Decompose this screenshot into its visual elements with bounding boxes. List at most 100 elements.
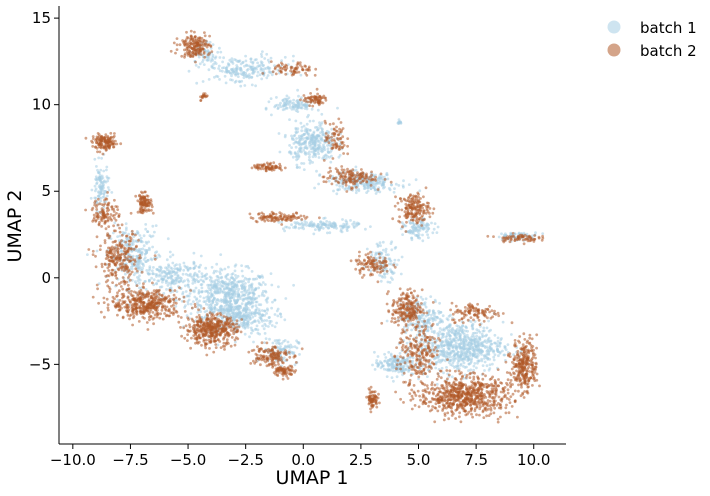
scatter-point [106,195,109,198]
scatter-point [98,194,101,197]
scatter-point [182,291,185,294]
scatter-point [340,180,343,183]
scatter-point [190,303,193,306]
scatter-point [182,269,185,272]
scatter-point [449,338,452,341]
scatter-point [155,295,158,298]
scatter-point [178,263,181,266]
scatter-point [323,223,326,226]
scatter-point [446,326,449,329]
scatter-point [442,371,445,374]
scatter-point [228,64,231,67]
scatter-point [167,284,170,287]
scatter-point [385,248,388,251]
scatter-point [263,341,266,344]
scatter-point [168,308,171,311]
scatter-point [486,353,489,356]
scatter-point [173,307,176,310]
scatter-point [210,60,213,63]
scatter-point [200,344,203,347]
scatter-point [99,248,102,251]
scatter-point [281,342,284,345]
scatter-point [277,285,280,288]
scatter-point [206,322,209,325]
scatter-point [238,281,241,284]
scatter-point [141,192,144,195]
scatter-point [168,265,171,268]
scatter-point [205,339,208,342]
scatter-point [493,342,496,345]
scatter-point [243,65,246,68]
scatter-point [104,241,107,244]
scatter-point [109,249,112,252]
scatter-point [219,56,222,59]
scatter-point [338,156,341,159]
scatter-point [187,318,190,321]
scatter-point [239,85,242,88]
scatter-point [111,269,114,272]
scatter-point [151,282,154,285]
scatter-point [433,228,436,231]
scatter-point [470,343,473,346]
scatter-point [451,375,454,378]
scatter-point [221,285,224,288]
scatter-point [121,223,124,226]
scatter-point [161,305,164,308]
scatter-point [167,315,170,318]
scatter-point [250,289,253,292]
scatter-point [484,346,487,349]
scatter-point [318,121,321,124]
scatter-point [116,291,119,294]
scatter-point [173,301,176,304]
scatter-point [300,74,303,77]
scatter-point [320,139,323,142]
scatter-point [239,67,242,70]
scatter-point [255,277,258,280]
scatter-point [446,342,449,345]
scatter-point [148,316,151,319]
scatter-point [127,284,130,287]
scatter-point [244,326,247,329]
scatter-point [355,189,358,192]
scatter-point [475,355,478,358]
scatter-point [283,318,286,321]
scatter-point [291,138,294,141]
scatter-point [152,311,155,314]
scatter-point [468,363,471,366]
scatter-point [387,178,390,181]
scatter-point [124,273,127,276]
scatter-point [254,314,257,317]
scatter-point [183,306,186,309]
scatter-point [436,383,439,386]
scatter-point [123,306,126,309]
scatter-point [327,147,330,150]
scatter-point [389,259,392,262]
scatter-point [452,349,455,352]
scatter-point [405,225,408,228]
scatter-point [107,303,110,306]
scatter-point [247,301,250,304]
scatter-point [297,105,300,108]
scatter-point [234,81,237,84]
scatter-point [92,250,95,253]
scatter-point [143,234,146,237]
scatter-point [312,120,315,123]
scatter-point [271,301,274,304]
scatter-point [154,313,157,316]
scatter-point [203,63,206,66]
scatter-point [235,292,238,295]
scatter-point [224,324,227,327]
scatter-point [353,225,356,228]
scatter-point [163,300,166,303]
scatter-point [197,308,200,311]
scatter-point [460,346,463,349]
scatter-point [457,351,460,354]
scatter-point [100,176,103,179]
scatter-point [188,323,191,326]
scatter-point [317,109,320,112]
scatter-point [391,376,394,379]
scatter-point [167,301,170,304]
scatter-point [151,295,154,298]
scatter-point [144,256,147,259]
scatter-point [327,227,330,230]
